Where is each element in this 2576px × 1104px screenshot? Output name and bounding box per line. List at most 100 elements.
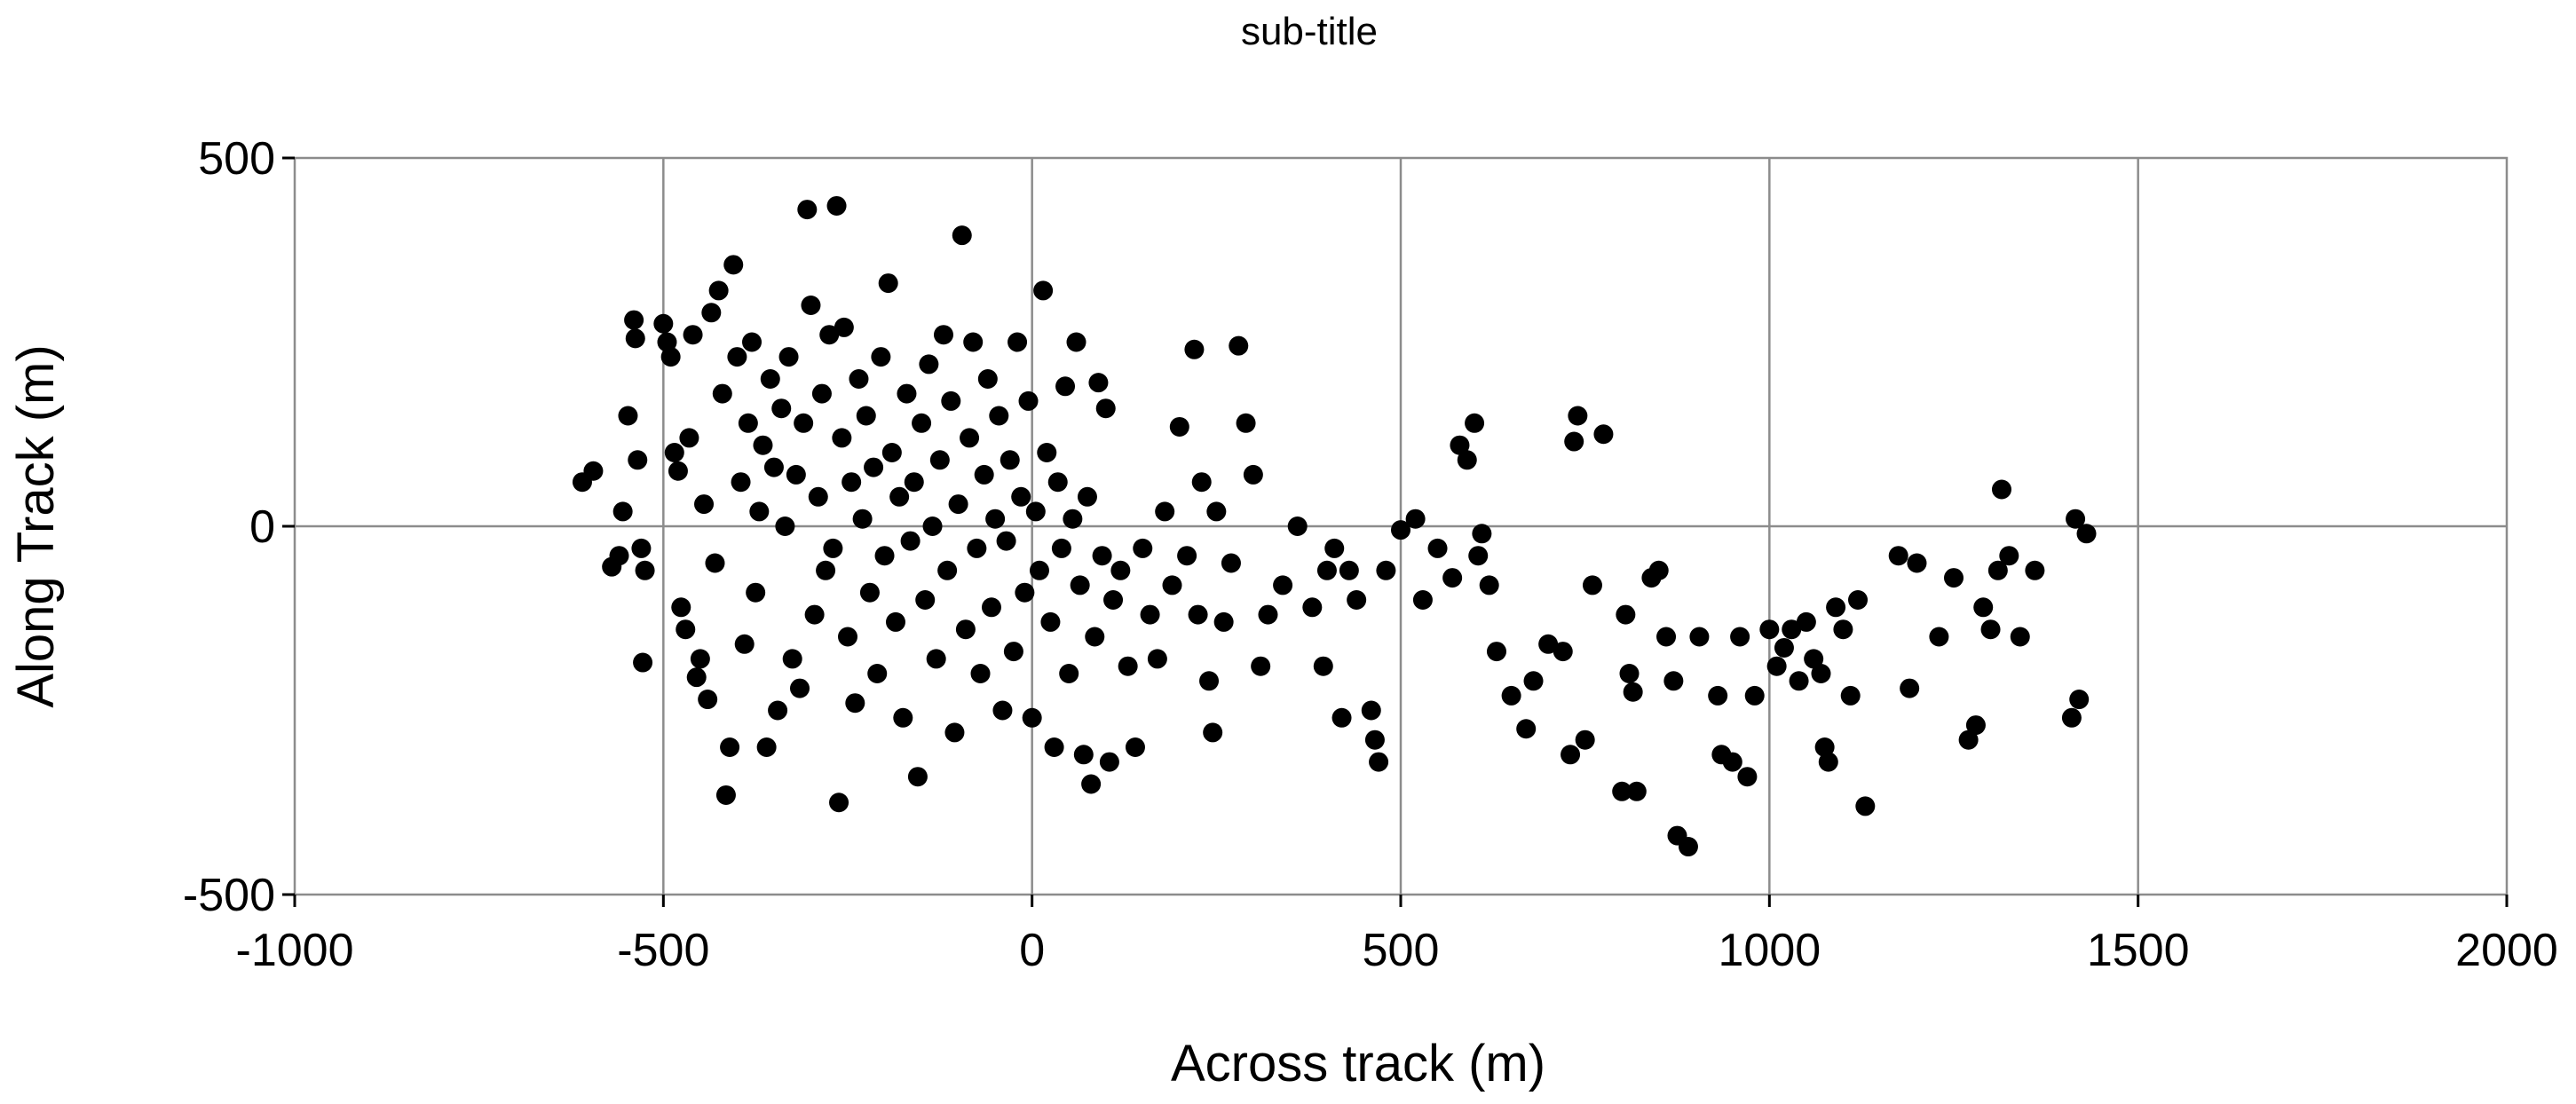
scatter-point [889,486,910,507]
scatter-point [1376,560,1396,580]
x-tick-label: 1000 [1718,925,1821,976]
scatter-point [1663,671,1684,691]
scatter-point [1553,642,1573,662]
scatter-point [715,785,736,805]
scatter-point [1689,627,1710,647]
scatter-point [1391,520,1410,540]
scatter-point [1203,722,1223,743]
scatter-point [977,369,998,389]
scatter-point [1025,501,1046,522]
scatter-point [698,690,718,710]
scatter-point [915,590,936,610]
scatter-point [1258,604,1278,625]
scatter-point [1331,707,1352,728]
scatter-point [778,347,799,367]
scatter-point [1051,538,1071,558]
scatter-point [1766,656,1787,676]
scatter-point [952,225,972,246]
scatter-point [1582,575,1602,595]
scatter-point [1516,719,1537,739]
scatter-point [1324,538,1345,558]
scatter-point [1888,546,1908,566]
scatter-point [1155,501,1175,522]
scatter-point [1018,390,1039,411]
scatter-point [2010,627,2030,647]
scatter-point [1077,486,1097,507]
scatter-point [823,538,843,558]
scatter-point [1678,837,1698,857]
scatter-point [1991,479,2011,500]
scatter-point [801,296,821,315]
scatter-point [756,737,777,757]
scatter-point [1833,619,1853,640]
scatter-point [1759,619,1780,640]
scatter-point [1626,781,1647,801]
scatter-point [1855,796,1876,816]
scatter-point [2061,707,2082,728]
scatter-point [926,649,946,669]
scatter-point [1099,752,1119,772]
scatter-point [1273,575,1293,595]
scatter-point [1110,560,1131,580]
scatter-point [948,494,968,515]
scatter-point [1055,376,1076,397]
scatter-point [1125,737,1145,757]
scatter-point [2076,524,2097,544]
scatter-point [871,347,891,367]
scatter-point [583,461,604,481]
scatter-point [874,546,895,566]
scatter-point [1162,575,1182,595]
scatter-point [864,457,884,477]
scatter-point [708,280,729,301]
x-tick-label: -500 [617,925,709,976]
scatter-point [1612,781,1632,801]
scatter-point [1840,685,1861,706]
scatter-point [963,332,984,352]
scatter-point [1206,501,1227,522]
scatter-point [933,325,953,345]
scatter-point [1929,627,1949,647]
scatter-point [618,406,638,426]
scatter-point [1088,373,1109,393]
scatter-point [1468,546,1489,566]
scatter-point [720,737,740,757]
scatter-point [625,328,645,349]
scatter-point [1140,604,1160,625]
scatter-point [967,538,987,558]
scatter-point [653,313,674,334]
scatter-points [572,195,2097,857]
scatter-point [768,700,788,721]
scatter-point [1465,413,1485,433]
scatter-point [727,347,747,367]
scatter-point [1007,332,1028,352]
scatter-point [701,303,722,323]
scatter-point [1191,472,1212,493]
scatter-point [974,464,994,485]
scatter-point [723,255,744,275]
scatter-point [1003,642,1023,662]
scatter-point [1070,575,1090,595]
x-tick-label: 2000 [2455,925,2558,976]
scatter-point [786,464,806,485]
scatter-point [1033,280,1054,301]
scatter-point [1999,546,2019,566]
scatter-point [686,667,707,688]
scatter-point [992,700,1013,721]
scatter-point [1538,634,1559,654]
scatter-point [1789,671,1809,691]
scatter-point [1900,678,1920,698]
scatter-point [1184,339,1205,359]
scatter-point [1987,560,2008,580]
scatter-point [919,354,939,375]
scatter-point [1169,416,1189,437]
scatter-point [1616,604,1636,625]
scatter-point [1944,568,1964,588]
scatter-point [671,597,691,618]
y-tick-label: -500 [183,870,275,921]
scatter-point [1442,568,1463,588]
scatter-point [1796,611,1816,632]
scatter-point [937,560,958,580]
scatter-point [797,200,818,220]
scatter-point [628,450,648,470]
scatter-point [1826,597,1846,618]
